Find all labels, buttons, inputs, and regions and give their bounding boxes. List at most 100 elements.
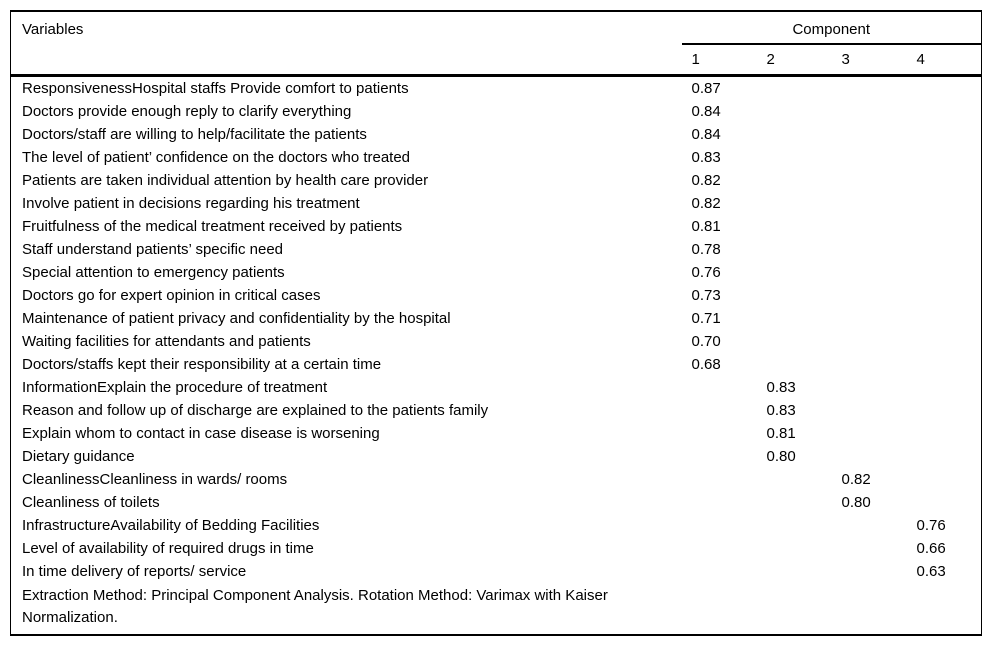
- table-row: Doctors go for expert opinion in critica…: [11, 284, 982, 307]
- loading-cell-component-4: [907, 169, 982, 192]
- loading-cell-component-1: 0.82: [691, 171, 721, 189]
- table-row: CleanlinessCleanliness in wards/ rooms 0.…: [11, 468, 982, 491]
- variable-cell: The level of patient’ confidence on the …: [22, 148, 411, 166]
- loading-cell-component-1: 0.68: [691, 355, 721, 373]
- loading-cell-component-4: [907, 192, 982, 215]
- loading-cell-component-1: [682, 468, 757, 491]
- loading-cell-component-3: 0.82: [841, 470, 871, 488]
- loading-cell-component-4: [907, 330, 982, 353]
- loading-cell-component-1: 0.70: [691, 332, 721, 350]
- loading-cell-component-3: [832, 261, 907, 284]
- loading-cell-component-4: [907, 123, 982, 146]
- variable-cell: InformationExplain the procedure of trea…: [22, 378, 328, 396]
- loading-cell-component-1: [682, 560, 757, 583]
- loading-cell-component-3: [832, 75, 907, 100]
- variable-cell: Maintenance of patient privacy and confi…: [22, 309, 451, 327]
- variable-cell: Dietary guidance: [22, 447, 135, 465]
- loading-cell-component-2: [757, 238, 832, 261]
- variables-column-header: Variables: [10, 11, 682, 77]
- header-row-groups: Variables Component: [10, 11, 982, 77]
- loading-cell-component-2: [757, 100, 832, 123]
- loading-cell-component-1: 0.81: [691, 217, 721, 235]
- loading-cell-component-4: [907, 146, 982, 169]
- loading-cell-component-3: [832, 537, 907, 560]
- table-row: ResponsivenessHospital staffs Provide co…: [11, 75, 982, 100]
- loading-cell-component-4: 0.76: [916, 516, 946, 534]
- loading-cell-component-1: [682, 399, 757, 422]
- loading-cell-component-1: 0.84: [691, 102, 721, 120]
- loading-cell-component-3: 0.80: [841, 493, 871, 511]
- loading-cell-component-1: [682, 422, 757, 445]
- footnote-cell: Extraction Method: Principal Component A…: [11, 583, 982, 635]
- table-row: InformationExplain the procedure of trea…: [11, 376, 982, 399]
- table-row: Staff understand patients’ specific need…: [11, 238, 982, 261]
- loading-cell-component-3: [832, 560, 907, 583]
- variable-cell: Special attention to emergency patients: [22, 263, 285, 281]
- loading-cell-component-3: [832, 100, 907, 123]
- component-col-header-4: 4: [906, 44, 982, 77]
- footnote-row: Extraction Method: Principal Component A…: [11, 583, 982, 635]
- table-row: Doctors/staff are willing to help/facili…: [11, 123, 982, 146]
- variable-cell: Doctors provide enough reply to clarify …: [22, 102, 352, 120]
- variable-cell: Patients are taken individual attention …: [22, 171, 429, 189]
- loading-cell-component-3: [832, 353, 907, 376]
- loading-cell-component-2: [757, 192, 832, 215]
- loading-cell-component-4: 0.66: [916, 539, 946, 557]
- loading-cell-component-3: [832, 123, 907, 146]
- loading-cell-component-3: [832, 284, 907, 307]
- component-column-group-header: Component: [681, 11, 982, 45]
- loading-cell-component-3: [832, 215, 907, 238]
- loading-cell-component-4: [907, 215, 982, 238]
- loading-cell-component-1: 0.78: [691, 240, 721, 258]
- loading-cell-component-3: [832, 514, 907, 537]
- loading-cell-component-1: 0.71: [691, 309, 721, 327]
- component-col-header-2: 2: [756, 44, 832, 77]
- loading-cell-component-3: [832, 307, 907, 330]
- loading-cell-component-4: [907, 422, 982, 445]
- table-row: Doctors provide enough reply to clarify …: [11, 100, 982, 123]
- table-row: Explain whom to contact in case disease …: [11, 422, 982, 445]
- loading-cell-component-4: [907, 376, 982, 399]
- variable-cell: Explain whom to contact in case disease …: [22, 424, 380, 442]
- loading-cell-component-2: [757, 353, 832, 376]
- variable-cell: Fruitfulness of the medical treatment re…: [22, 217, 403, 235]
- loading-cell-component-3: [832, 330, 907, 353]
- loading-cell-component-2: [757, 261, 832, 284]
- loading-cell-component-2: [757, 491, 832, 514]
- variable-cell: Reason and follow up of discharge are ex…: [22, 401, 489, 419]
- loading-cell-component-3: [832, 376, 907, 399]
- loading-cell-component-4: [907, 238, 982, 261]
- loading-cell-component-3: [832, 399, 907, 422]
- table-row: Patients are taken individual attention …: [11, 169, 982, 192]
- table-row: Dietary guidance 0.80: [11, 445, 982, 468]
- loading-cell-component-4: [907, 75, 982, 100]
- loading-cell-component-3: [832, 445, 907, 468]
- loading-cell-component-3: [832, 146, 907, 169]
- table-row: The level of patient’ confidence on the …: [11, 146, 982, 169]
- variable-cell: Doctors/staff are willing to help/facili…: [22, 125, 367, 143]
- loading-cell-component-4: [907, 284, 982, 307]
- table-row: Maintenance of patient privacy and confi…: [11, 307, 982, 330]
- loading-cell-component-2: 0.81: [766, 424, 796, 442]
- loading-cell-component-1: 0.83: [691, 148, 721, 166]
- variable-cell: Level of availability of required drugs …: [22, 539, 314, 557]
- loading-cell-component-1: 0.73: [691, 286, 721, 304]
- loading-cell-component-1: 0.82: [691, 194, 721, 212]
- table-row: Waiting facilities for attendants and pa…: [11, 330, 982, 353]
- loading-cell-component-2: [757, 146, 832, 169]
- table-body: ResponsivenessHospital staffs Provide co…: [11, 75, 982, 583]
- loading-cell-component-4: [907, 468, 982, 491]
- loading-cell-component-4: [907, 261, 982, 284]
- loading-cell-component-2: 0.83: [766, 378, 796, 396]
- table-row: Involve patient in decisions regarding h…: [11, 192, 982, 215]
- loading-cell-component-2: 0.80: [766, 447, 796, 465]
- loading-cell-component-1: [682, 491, 757, 514]
- loading-cell-component-4: [907, 353, 982, 376]
- loading-cell-component-2: [757, 514, 832, 537]
- loading-cell-component-2: [757, 284, 832, 307]
- loading-cell-component-2: 0.83: [766, 401, 796, 419]
- loading-cell-component-3: [832, 422, 907, 445]
